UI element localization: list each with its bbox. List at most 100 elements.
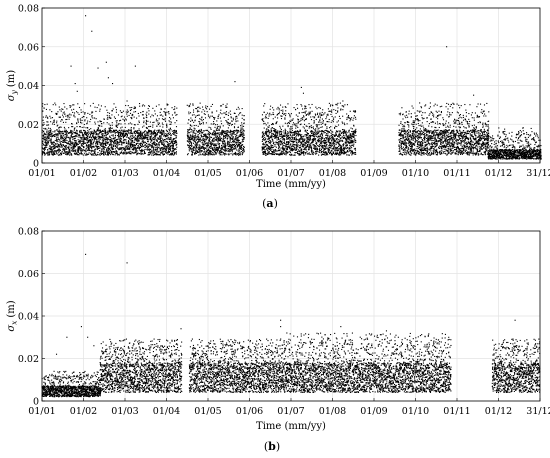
data-point bbox=[242, 130, 244, 132]
data-point bbox=[65, 144, 67, 147]
data-point bbox=[328, 148, 330, 150]
data-point bbox=[280, 153, 282, 155]
data-point bbox=[168, 111, 170, 113]
data-point bbox=[94, 150, 96, 152]
data-point bbox=[117, 138, 119, 140]
data-point bbox=[206, 145, 208, 147]
data-point bbox=[195, 151, 197, 153]
data-point bbox=[318, 140, 320, 142]
data-point bbox=[310, 148, 312, 150]
data-point bbox=[264, 103, 266, 105]
data-point bbox=[312, 116, 314, 118]
data-point bbox=[128, 137, 130, 140]
data-point bbox=[314, 135, 316, 137]
data-point bbox=[198, 140, 200, 142]
data-point bbox=[211, 103, 214, 106]
data-point bbox=[203, 113, 205, 115]
data-point bbox=[293, 137, 296, 139]
data-point bbox=[220, 149, 222, 151]
data-point bbox=[136, 154, 138, 156]
data-point bbox=[53, 123, 55, 125]
data-point bbox=[125, 145, 127, 147]
data-point bbox=[69, 106, 71, 108]
data-point bbox=[225, 135, 227, 137]
data-point bbox=[268, 125, 270, 127]
data-point bbox=[139, 137, 141, 139]
data-point bbox=[283, 141, 285, 144]
data-point bbox=[167, 145, 169, 147]
data-point bbox=[66, 131, 68, 133]
data-point bbox=[233, 127, 236, 129]
data-point bbox=[224, 153, 226, 155]
data-point bbox=[131, 140, 133, 142]
data-point bbox=[141, 133, 143, 135]
data-point bbox=[156, 151, 158, 153]
data-point bbox=[300, 150, 302, 152]
data-point bbox=[160, 132, 162, 134]
data-point bbox=[71, 130, 73, 132]
data-point bbox=[98, 129, 100, 131]
data-point bbox=[324, 131, 326, 134]
data-point bbox=[164, 145, 166, 147]
data-point bbox=[77, 139, 79, 141]
data-point bbox=[57, 138, 59, 140]
data-point bbox=[262, 134, 264, 136]
data-point bbox=[136, 142, 138, 145]
data-point bbox=[271, 135, 273, 137]
data-point bbox=[50, 140, 52, 142]
data-point bbox=[74, 132, 76, 134]
data-point bbox=[190, 137, 192, 139]
data-point bbox=[241, 141, 243, 143]
data-point bbox=[66, 118, 68, 120]
data-point bbox=[164, 135, 166, 137]
data-point bbox=[323, 149, 325, 151]
data-point bbox=[330, 146, 332, 148]
data-point bbox=[69, 148, 71, 150]
data-point bbox=[236, 143, 238, 145]
data-point bbox=[45, 141, 47, 143]
data-point bbox=[98, 140, 100, 143]
data-point bbox=[98, 130, 100, 132]
data-point bbox=[308, 142, 310, 144]
data-point bbox=[200, 123, 202, 125]
data-point bbox=[146, 142, 148, 144]
data-point bbox=[140, 134, 142, 137]
data-point bbox=[95, 137, 97, 139]
data-point bbox=[242, 151, 244, 153]
data-point bbox=[108, 152, 110, 154]
data-point bbox=[127, 143, 129, 145]
data-point bbox=[151, 114, 153, 116]
data-point bbox=[47, 149, 49, 151]
data-point bbox=[66, 140, 68, 142]
data-point bbox=[170, 137, 172, 139]
data-point bbox=[199, 141, 201, 143]
data-point bbox=[47, 136, 49, 138]
data-point bbox=[143, 141, 145, 143]
data-point bbox=[213, 143, 215, 145]
data-point bbox=[293, 147, 295, 149]
data-point bbox=[77, 146, 79, 148]
data-point bbox=[85, 138, 87, 141]
data-point bbox=[275, 136, 277, 138]
data-point bbox=[271, 123, 273, 126]
data-point bbox=[76, 154, 78, 156]
data-point bbox=[104, 130, 106, 132]
data-point bbox=[226, 134, 228, 136]
data-point bbox=[51, 143, 53, 145]
data-point bbox=[73, 144, 75, 146]
data-point bbox=[43, 136, 45, 138]
data-point bbox=[276, 130, 278, 132]
data-point bbox=[141, 146, 143, 148]
data-point bbox=[313, 139, 315, 141]
data-point bbox=[207, 152, 210, 154]
data-point bbox=[122, 142, 124, 144]
data-point bbox=[122, 147, 124, 149]
data-point bbox=[188, 104, 190, 107]
data-point bbox=[325, 129, 327, 131]
data-point bbox=[233, 144, 235, 146]
data-point bbox=[212, 134, 214, 136]
data-point bbox=[327, 149, 329, 151]
data-point bbox=[169, 137, 171, 139]
data-point bbox=[171, 130, 173, 132]
data-point bbox=[318, 149, 321, 151]
